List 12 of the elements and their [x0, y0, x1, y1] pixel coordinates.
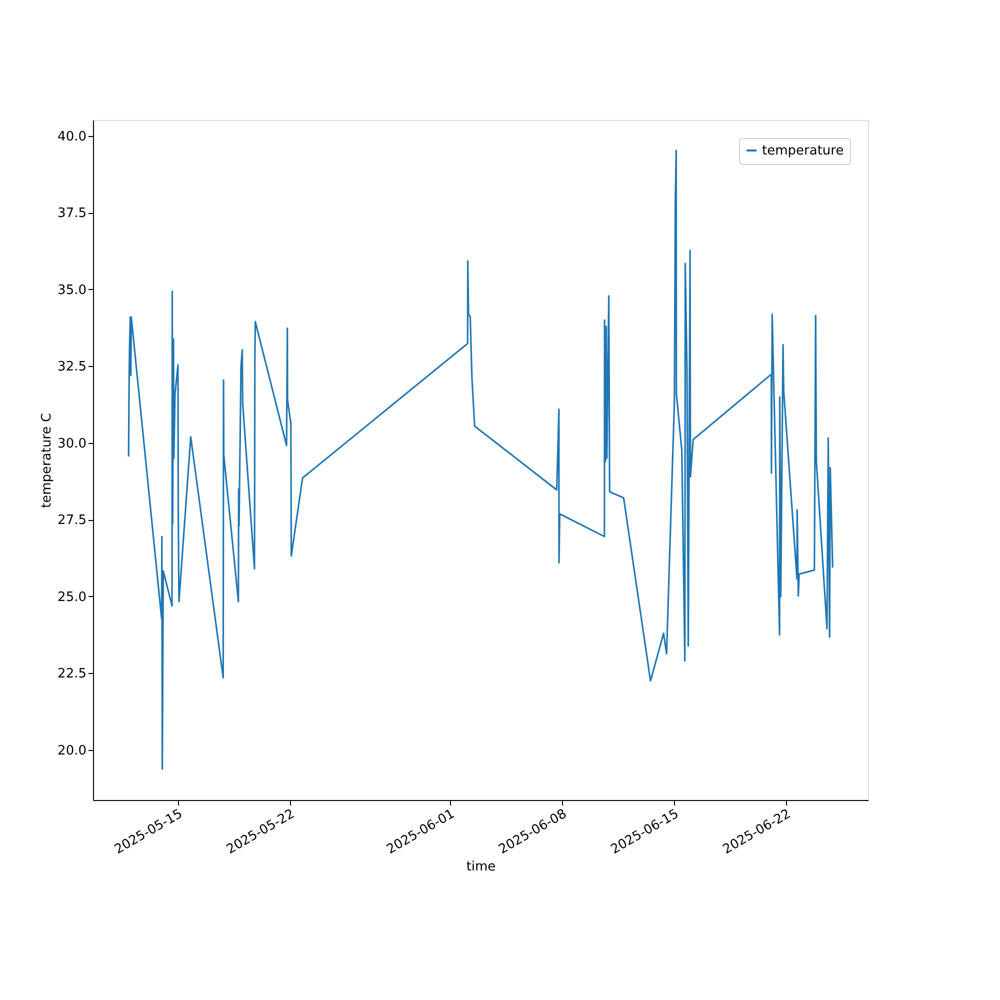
- y-tick-label: 40.0: [58, 129, 86, 144]
- y-tick-label: 27.5: [58, 513, 86, 528]
- y-tick-label: 20.0: [58, 743, 86, 758]
- legend-label: temperature: [762, 144, 844, 158]
- y-tick-label: 25.0: [58, 590, 86, 605]
- y-tick-label: 32.5: [58, 360, 86, 375]
- y-tick-label: 37.5: [58, 206, 86, 222]
- y-tick-label: 30.0: [58, 436, 86, 452]
- y-axis-title: temperature C: [40, 413, 55, 508]
- y-tick-label: 35.0: [58, 282, 86, 298]
- y-tick-label: 22.5: [58, 666, 86, 682]
- x-axis-title: time: [466, 860, 496, 875]
